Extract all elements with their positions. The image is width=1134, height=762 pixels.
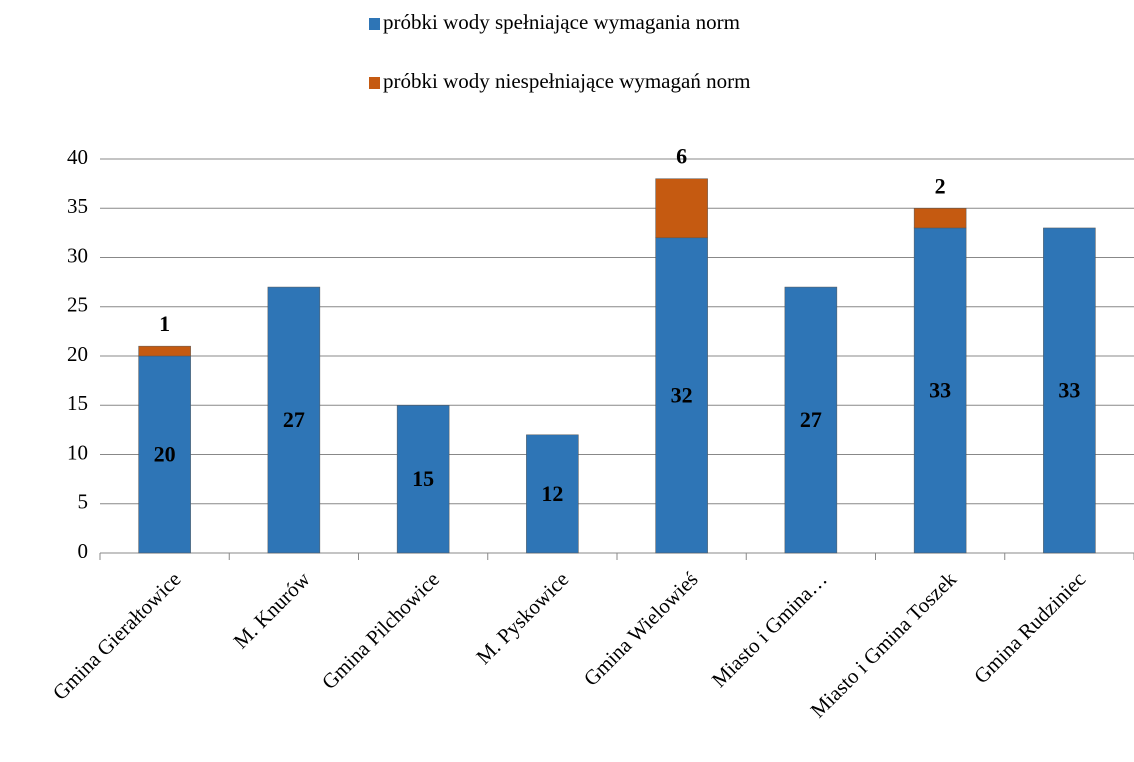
- x-tick-label: M. Knurów: [229, 566, 316, 653]
- legend-swatch: [369, 18, 380, 30]
- data-label: 27: [283, 407, 305, 432]
- y-tick-label: 0: [78, 539, 89, 563]
- bar-segment: [784, 286, 838, 554]
- bar-segment: [526, 434, 579, 554]
- y-tick-label: 30: [67, 243, 88, 267]
- bar-segment: [267, 286, 321, 554]
- x-tick-label: Miasto i Gmina…: [707, 567, 832, 692]
- bar-segment: [396, 405, 450, 554]
- y-tick-label: 15: [67, 391, 88, 415]
- bar-segment: [913, 208, 967, 229]
- x-tick-label: Miasto i Gmina Toszek: [806, 567, 962, 723]
- legend-label: próbki wody spełniające wymagania norm: [383, 10, 740, 34]
- data-label: 33: [929, 378, 951, 403]
- legend-label: próbki wody niespełniające wymagań norm: [383, 69, 750, 93]
- data-label: 1: [159, 311, 170, 336]
- x-tick-label: Gmina Pilchowice: [317, 567, 444, 694]
- data-label: 2: [935, 173, 946, 198]
- bar-segment: [655, 237, 708, 554]
- y-tick-label: 20: [67, 342, 88, 366]
- legend-swatch: [369, 77, 380, 89]
- x-tick-label: Gmina Gierałtowice: [48, 567, 186, 705]
- data-label: 27: [800, 407, 822, 432]
- bar-segment: [913, 227, 967, 554]
- data-label: 6: [676, 144, 687, 169]
- y-tick-label: 40: [67, 145, 88, 169]
- data-label: 33: [1058, 378, 1080, 403]
- data-label: 15: [412, 466, 434, 491]
- y-tick-label: 5: [78, 490, 89, 514]
- bar-segment: [1043, 227, 1096, 554]
- data-label: 32: [671, 382, 693, 407]
- y-tick-label: 35: [67, 194, 88, 218]
- y-tick-label: 10: [67, 440, 88, 464]
- x-tick-label: M. Pyskowice: [471, 567, 573, 669]
- bar-segment: [655, 178, 708, 239]
- x-tick-label: Gmina Rudziniec: [969, 567, 1090, 688]
- bar-segment: [138, 345, 191, 357]
- x-tick-label: Gmina Wielowieś: [579, 567, 703, 691]
- data-label: 20: [154, 442, 176, 467]
- data-label: 12: [541, 481, 563, 506]
- y-tick-label: 25: [67, 293, 88, 317]
